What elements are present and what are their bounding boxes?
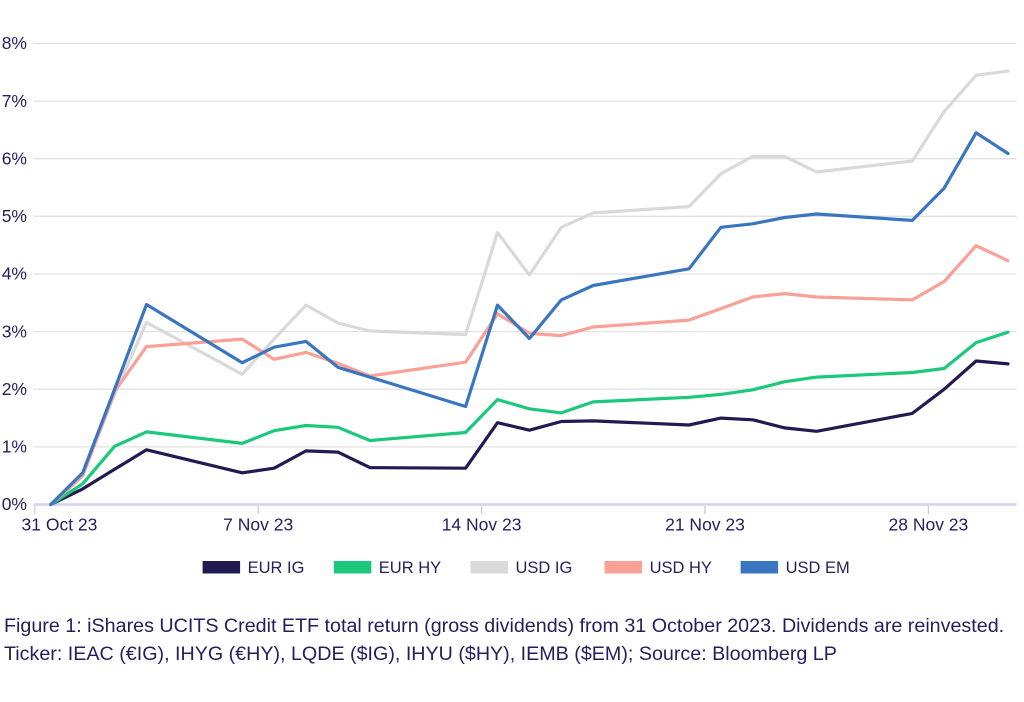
svg-text:8%: 8% — [2, 33, 27, 53]
svg-text:EUR IG: EUR IG — [248, 559, 305, 577]
svg-text:USD EM: USD EM — [786, 559, 850, 577]
svg-text:EUR HY: EUR HY — [379, 559, 441, 577]
svg-text:USD HY: USD HY — [650, 559, 712, 577]
svg-text:4%: 4% — [2, 264, 27, 284]
svg-text:7 Nov 23: 7 Nov 23 — [223, 515, 293, 535]
svg-text:USD IG: USD IG — [516, 559, 573, 577]
svg-text:2%: 2% — [2, 379, 27, 399]
svg-text:0%: 0% — [2, 494, 27, 514]
svg-text:31 Oct 23: 31 Oct 23 — [22, 515, 98, 535]
svg-text:5%: 5% — [2, 206, 27, 226]
svg-text:7%: 7% — [2, 91, 27, 111]
svg-text:14 Nov 23: 14 Nov 23 — [442, 515, 522, 535]
svg-text:1%: 1% — [2, 437, 27, 457]
svg-text:3%: 3% — [2, 321, 27, 341]
svg-text:21 Nov 23: 21 Nov 23 — [665, 515, 745, 535]
svg-text:28 Nov 23: 28 Nov 23 — [889, 515, 969, 535]
svg-text:6%: 6% — [2, 148, 27, 168]
